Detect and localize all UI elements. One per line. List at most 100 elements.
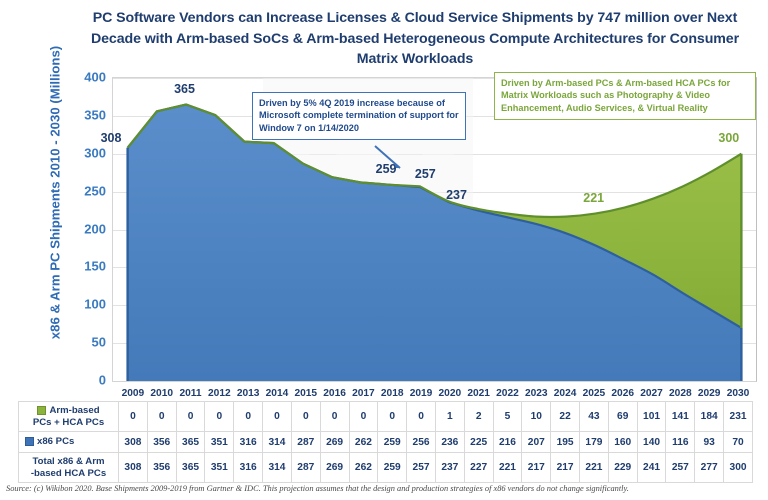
table-cell: 316 [233, 431, 264, 453]
data-label-2030: 300 [718, 130, 740, 145]
table-cell: 179 [579, 431, 609, 453]
table-cell: 365 [175, 431, 206, 453]
table-col-header-2010: 2010 [150, 388, 174, 399]
table-cell: 221 [492, 452, 523, 483]
legend-swatch-green [37, 405, 47, 415]
table-cell: 0 [204, 401, 235, 432]
table-cell: 237 [434, 452, 465, 483]
table-col-header-2027: 2027 [640, 388, 663, 399]
table-cell: 227 [463, 452, 494, 483]
table-col-header-2013: 2013 [236, 388, 260, 399]
table-cell: 93 [694, 431, 725, 453]
callout-win7: Driven by 5% 4Q 2019 increase because of… [252, 92, 466, 141]
table-cell: 10 [521, 401, 552, 432]
page-title: PC Software Vendors can Increase License… [91, 10, 739, 67]
data-table-wrapper: 2009 2010 2011 2012 2013 2014 2015 2016 2017 2018… [18, 386, 753, 483]
table-col-header-2011: 2011 [179, 388, 202, 399]
callout-arm-hca: Driven by Arm-based PCs & Arm-based HCA … [494, 72, 756, 121]
table-cell: 101 [636, 401, 667, 432]
table-cell: 0 [175, 401, 206, 432]
data-label-2018: 259 [375, 161, 397, 176]
table-col-header-2029: 2029 [697, 388, 721, 399]
table-row-label-text-2: PCs + HCA PCs [32, 416, 105, 428]
data-label-2019: 257 [414, 167, 436, 182]
table-row-label-text: Total x86 & Arm [32, 456, 105, 467]
table-cell: 262 [348, 452, 379, 483]
table-cell: 314 [262, 431, 292, 453]
table-cell: 116 [665, 431, 696, 453]
table-cell: 308 [118, 431, 148, 453]
data-label-2020: 237 [446, 188, 467, 203]
source-note: Source: (c) Wikibon 2020. Base Shipments… [6, 484, 629, 493]
table-body: Arm-based PCs + HCA PCs 0 0 0 0 0 0 0 0 0 0 0 1 2 5 10 22… [18, 401, 753, 483]
table-cell: 217 [521, 452, 552, 483]
table-cell: 0 [290, 401, 321, 432]
data-label-2025: 221 [583, 190, 605, 205]
table-cell: 0 [146, 401, 177, 432]
table-cell: 0 [319, 401, 350, 432]
series-line-total [126, 103, 742, 219]
table-cell: 277 [694, 452, 725, 483]
table-row-label: Arm-based PCs + HCA PCs [18, 401, 119, 432]
table-col-header-2030: 2030 [726, 388, 750, 399]
table-row-label: Total x86 & Arm -based HCA PCs [18, 452, 119, 483]
table-cell: 256 [406, 431, 436, 453]
table-cell: 351 [204, 431, 235, 453]
series-area-x86 [127, 104, 742, 381]
table-cell: 0 [377, 401, 408, 432]
table-cell: 207 [521, 431, 552, 453]
table-cell: 217 [550, 452, 580, 483]
table-cell: 308 [118, 452, 148, 483]
table-row-label-text-2: -based HCA PCs [30, 467, 107, 479]
table-cell: 0 [233, 401, 264, 432]
table-row: x86 PCs 308 356 365 351 316 314 287 269 262 259 256… [18, 431, 753, 453]
series-area-arm [127, 104, 742, 328]
table-col-header-2022: 2022 [496, 388, 519, 399]
table-row-label-text: x86 PCs [37, 436, 75, 448]
gridline-400 [113, 78, 756, 79]
gridline-250 [113, 191, 756, 193]
table-cell: 69 [607, 401, 638, 432]
legend-swatch-blue [25, 437, 34, 447]
y-tick-300: 300 [84, 145, 106, 161]
table-cell: 231 [723, 401, 753, 432]
table-col-header-2016: 2016 [323, 388, 346, 399]
table-cell: 351 [204, 452, 235, 483]
table-cell: 314 [262, 452, 292, 483]
y-tick-150: 150 [84, 258, 106, 274]
table-cell: 2 [463, 401, 494, 432]
table-cell: 269 [319, 431, 350, 453]
table-cell: 43 [579, 401, 609, 432]
table-col-header-2019: 2019 [409, 388, 433, 399]
table-col-header-2009: 2009 [121, 388, 145, 399]
table-cell: 257 [665, 452, 696, 483]
table-cell: 5 [492, 401, 523, 432]
table-cell: 0 [406, 401, 436, 432]
gridline-300 [113, 153, 756, 155]
table-cell: 259 [377, 452, 408, 483]
table-col-header-2015: 2015 [294, 388, 318, 399]
table-cell: 236 [434, 431, 465, 453]
table-cell: 22 [550, 401, 580, 432]
table-cell: 195 [550, 431, 580, 453]
table-cell: 241 [636, 452, 667, 483]
table-col-header-2012: 2012 [208, 388, 231, 399]
table-row-label-text: Arm-based [49, 405, 100, 416]
table-col-header-2020: 2020 [438, 388, 462, 399]
table-head: 2009 2010 2011 2012 2013 2014 2015 2016 2017 2018… [19, 386, 753, 402]
table-cell: 184 [694, 401, 725, 432]
table-col-header-2021: 2021 [467, 388, 490, 399]
table-col-header-2014: 2014 [265, 388, 289, 399]
data-label-2009: 308 [100, 130, 122, 145]
table-cell: 287 [290, 431, 321, 453]
table-row: Arm-based PCs + HCA PCs 0 0 0 0 0 0 0 0 0 0 0 1 2 5 10 22… [18, 401, 753, 432]
table-col-header-2024: 2024 [553, 388, 577, 399]
table-cell: 287 [290, 452, 321, 483]
table-cell: 140 [636, 431, 667, 453]
table-col-header-2026: 2026 [611, 388, 635, 399]
table-col-header-2028: 2028 [669, 388, 692, 399]
y-tick-50: 50 [91, 334, 106, 350]
table-cell: 225 [463, 431, 494, 453]
table-cell: 216 [492, 431, 523, 453]
